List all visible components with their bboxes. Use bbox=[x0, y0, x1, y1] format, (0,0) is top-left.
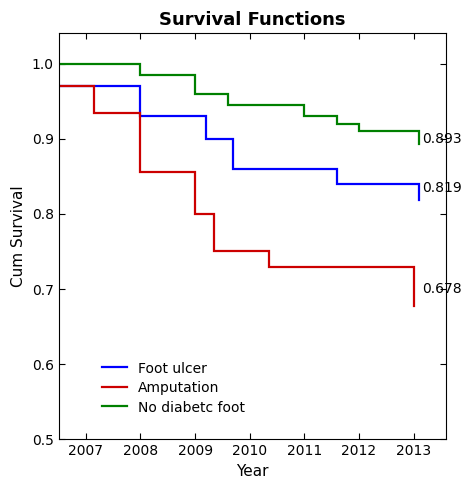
X-axis label: Year: Year bbox=[236, 464, 269, 479]
Title: Survival Functions: Survival Functions bbox=[159, 11, 346, 29]
Y-axis label: Cum Survival: Cum Survival bbox=[11, 186, 26, 287]
Text: 0.893: 0.893 bbox=[422, 132, 462, 146]
Text: 0.678: 0.678 bbox=[422, 282, 462, 296]
Text: 0.819: 0.819 bbox=[422, 181, 462, 196]
Legend: Foot ulcer, Amputation, No diabetc foot: Foot ulcer, Amputation, No diabetc foot bbox=[97, 356, 251, 420]
